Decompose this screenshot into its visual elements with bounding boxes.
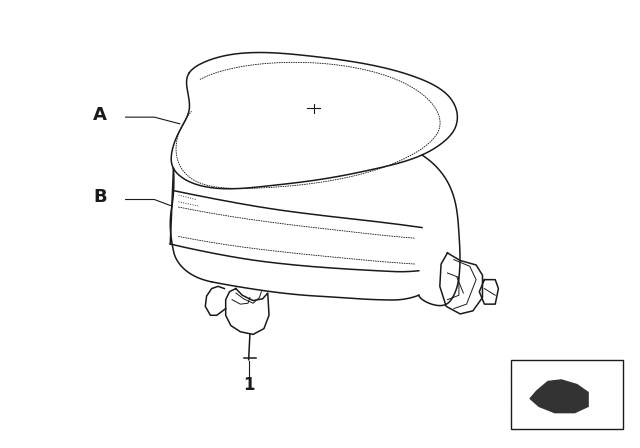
Bar [511, 360, 623, 429]
Text: A: A [93, 106, 107, 124]
Polygon shape [530, 380, 588, 413]
Text: 1: 1 [243, 376, 254, 394]
Text: 00185099: 00185099 [543, 417, 591, 427]
Text: B: B [93, 188, 107, 206]
